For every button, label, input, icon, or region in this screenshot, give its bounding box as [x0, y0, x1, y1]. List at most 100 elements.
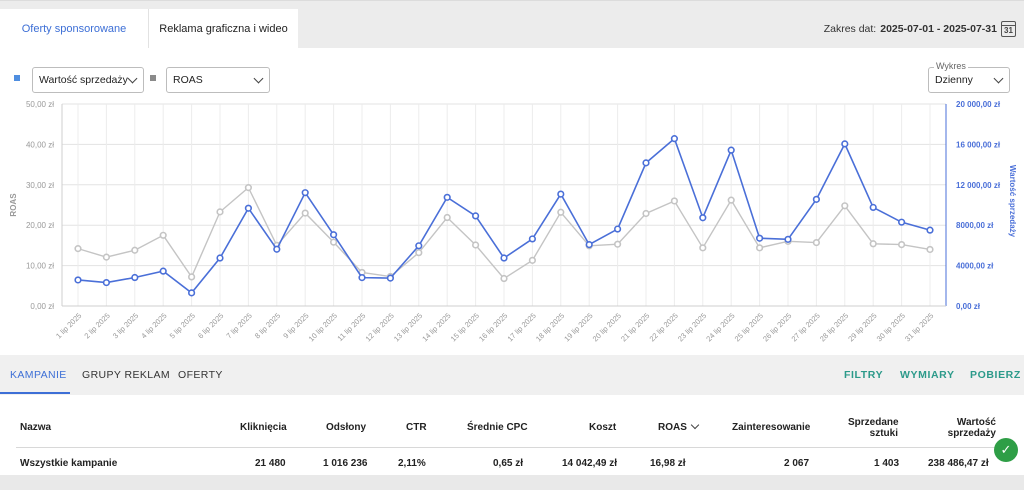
y-left-axis-title: ROAS: [9, 193, 18, 217]
tab-display-video-ads[interactable]: Reklama graficzna i wideo: [148, 9, 298, 49]
top-bar: Oferty sponsorowane Reklama graficzna i …: [0, 0, 1024, 49]
x-tick-label: 3 lip 2025: [111, 311, 140, 340]
roas-point: [642, 209, 650, 218]
check-icon[interactable]: ✓: [994, 438, 1018, 462]
col-header-sales-value[interactable]: Wartość sprzedaży: [940, 417, 996, 439]
filters-button[interactable]: FILTRY: [844, 369, 884, 381]
col-header-cost[interactable]: Koszt: [589, 422, 617, 433]
x-tick-label: 14 lip 2025: [420, 311, 452, 343]
row-avg-cpc: 0,65 zł: [493, 458, 524, 469]
sales-value-point: [472, 212, 480, 220]
col-header-interest[interactable]: Zainteresowanie: [732, 422, 811, 433]
col-header-units-sold[interactable]: Sprzedane sztuki: [848, 417, 899, 439]
date-range-label: Zakres dat:: [823, 23, 877, 35]
sales-value-point: [699, 214, 707, 222]
x-tick-label: 6 lip 2025: [196, 311, 225, 340]
date-range-value: 2025-07-01 - 2025-07-31: [880, 23, 997, 35]
sort-chevron-down-icon[interactable]: [690, 420, 700, 430]
roas-point: [216, 208, 224, 216]
calendar-icon[interactable]: 31: [1001, 21, 1016, 37]
y-right-tick-label: 8000,00 zł: [956, 221, 994, 230]
roas-point: [244, 184, 252, 192]
x-tick-label: 28 lip 2025: [818, 311, 850, 343]
sales-value-point: [301, 189, 309, 197]
col-header-impressions[interactable]: Odsłony: [326, 422, 367, 433]
sales-value-point: [443, 193, 451, 201]
chart-panel: Wartość sprzedaży ROAS Wykres Dzienny 0,…: [0, 48, 1024, 355]
col-header-name[interactable]: Nazwa: [20, 422, 52, 433]
x-tick-label: 2 lip 2025: [82, 311, 111, 340]
x-tick-label: 19 lip 2025: [562, 311, 594, 343]
x-tick-label: 31 lip 2025: [903, 311, 935, 343]
row-name: Wszystkie kampanie: [20, 458, 118, 469]
metric2-select[interactable]: ROAS: [166, 67, 270, 93]
y-left-tick-label: 50,00 zł: [26, 100, 54, 109]
row-clicks: 21 480: [255, 458, 286, 469]
sales-value-point: [131, 273, 139, 282]
roas-point: [472, 241, 480, 249]
row-roas: 16,98 zł: [650, 458, 686, 469]
sales-value-point: [528, 235, 537, 243]
dimensions-button[interactable]: WYMIARY: [900, 369, 955, 381]
metric1-legend-square: [14, 75, 20, 81]
sales-value-point: [670, 135, 679, 143]
x-tick-label: 16 lip 2025: [477, 311, 509, 343]
sales-value-point: [784, 235, 792, 243]
x-tick-label: 9 lip 2025: [281, 311, 310, 340]
roas-point: [443, 213, 451, 222]
roas-point: [699, 244, 707, 252]
sales-value-point: [642, 159, 650, 167]
x-tick-label: 26 lip 2025: [761, 311, 793, 343]
campaigns-table: Nazwa Kliknięcia Odsłony CTR Średnie CPC…: [0, 395, 1024, 475]
metric1-select[interactable]: Wartość sprzedaży: [32, 67, 144, 93]
date-range[interactable]: Zakres dat: 2025-07-01 - 2025-07-31 31: [824, 21, 1016, 37]
col-header-ctr[interactable]: CTR: [406, 422, 427, 433]
roas-point: [301, 209, 309, 217]
roas-point: [841, 202, 849, 210]
sales-value-point: [585, 240, 593, 249]
sales-value-point: [897, 218, 906, 226]
roas-point: [74, 245, 82, 253]
download-button[interactable]: POBIERZ: [970, 369, 1021, 381]
tab-sponsored-offers[interactable]: Oferty sponsorowane: [0, 9, 148, 49]
x-tick-label: 1 lip 2025: [54, 311, 83, 340]
tab-ad-groups[interactable]: GRUPY REKLAM: [82, 369, 171, 381]
roas-point: [897, 240, 906, 249]
roas-point: [670, 197, 679, 205]
sales-value-point: [244, 204, 252, 212]
x-tick-label: 25 lip 2025: [733, 311, 765, 343]
sales-roas-line-chart: 0,00 zł 10,00 zł 20,00 zł 30,00 zł 40,00 zł 5…: [9, 100, 1017, 343]
y-right-tick-label: 0,00 zł: [956, 302, 981, 311]
roas-point: [755, 244, 764, 252]
x-tick-label: 29 lip 2025: [846, 311, 878, 343]
x-tick-label: 5 lip 2025: [168, 311, 197, 340]
tab-offers[interactable]: OFERTY: [178, 369, 223, 381]
bottom-bar: [0, 475, 1024, 490]
chart-granularity-select[interactable]: Wykres Dzienny: [928, 61, 1010, 93]
x-tick-label: 22 lip 2025: [647, 311, 679, 343]
x-tick-label: 12 lip 2025: [363, 311, 395, 343]
roas-point: [159, 231, 167, 239]
sales-value-point: [812, 195, 821, 203]
header-divider: [16, 447, 1008, 448]
sales-value-point: [415, 242, 423, 250]
x-tick-label: 18 lip 2025: [534, 311, 566, 343]
x-tick-label: 24 lip 2025: [704, 311, 736, 343]
chart-granularity-value: Dzienny: [935, 74, 973, 86]
roas-point: [613, 240, 622, 248]
col-header-clicks[interactable]: Kliknięcia: [240, 422, 287, 433]
col-header-roas[interactable]: ROAS: [658, 420, 700, 433]
roas-point: [102, 253, 110, 261]
sales-value-point: [613, 225, 622, 233]
x-tick-label: 20 lip 2025: [591, 311, 623, 343]
row-cost: 14 042,49 zł: [562, 458, 618, 469]
tab-campaigns[interactable]: KAMPANIE: [10, 369, 67, 381]
roas-point: [812, 238, 821, 247]
x-tick-label: 30 lip 2025: [875, 311, 907, 343]
roas-point: [557, 208, 565, 216]
sales-value-point: [216, 254, 224, 262]
col-header-avg-cpc[interactable]: Średnie CPC: [467, 422, 528, 433]
col-header-roas-label: ROAS: [658, 422, 687, 433]
row-ctr: 2,11%: [398, 458, 426, 469]
roas-point: [131, 246, 139, 254]
